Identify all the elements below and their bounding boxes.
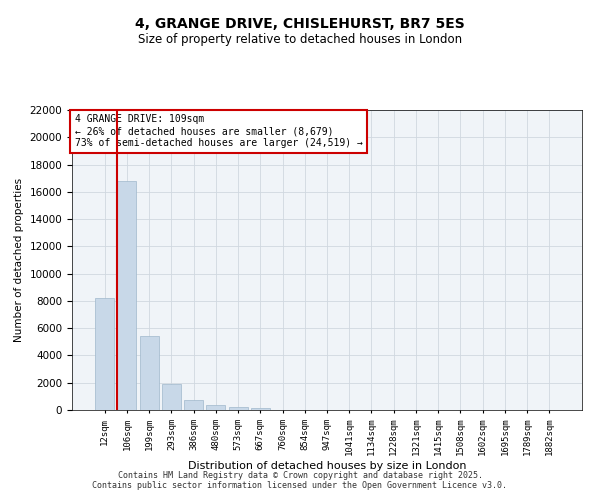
Bar: [95, 298, 114, 410]
Text: 4, GRANGE DRIVE, CHISLEHURST, BR7 5ES: 4, GRANGE DRIVE, CHISLEHURST, BR7 5ES: [135, 18, 465, 32]
Bar: [251, 408, 270, 410]
Bar: [184, 400, 203, 410]
Bar: [162, 384, 181, 410]
Text: Size of property relative to detached houses in London: Size of property relative to detached ho…: [138, 32, 462, 46]
Bar: [118, 181, 136, 410]
Bar: [206, 405, 225, 410]
Bar: [140, 336, 158, 410]
Y-axis label: Number of detached properties: Number of detached properties: [14, 178, 24, 342]
Bar: [229, 408, 248, 410]
X-axis label: Distribution of detached houses by size in London: Distribution of detached houses by size …: [188, 461, 466, 471]
Text: Contains HM Land Registry data © Crown copyright and database right 2025.
Contai: Contains HM Land Registry data © Crown c…: [92, 470, 508, 490]
Text: 4 GRANGE DRIVE: 109sqm
← 26% of detached houses are smaller (8,679)
73% of semi-: 4 GRANGE DRIVE: 109sqm ← 26% of detached…: [74, 114, 362, 148]
